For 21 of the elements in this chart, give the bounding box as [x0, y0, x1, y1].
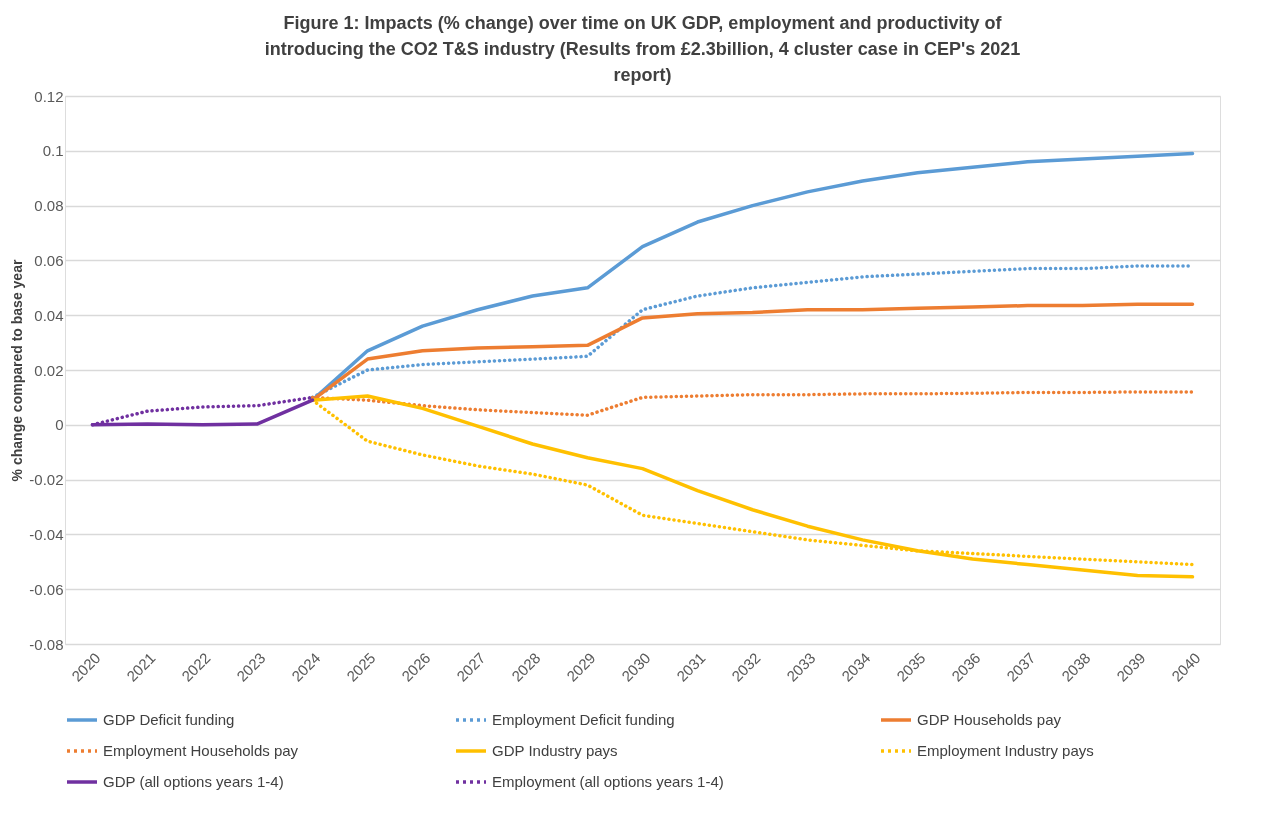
- y-tick-label: -0.04: [29, 525, 64, 543]
- y-tick-label: 0.08: [34, 197, 64, 215]
- y-tick-label: -0.08: [29, 635, 64, 653]
- y-axis-title: % change compared to base year: [9, 259, 26, 482]
- y-tick-label: 0.06: [34, 251, 64, 269]
- y-tick-label: -0.06: [29, 580, 64, 598]
- y-tick-label: 0.12: [34, 87, 64, 105]
- y-tick-label: -0.02: [29, 471, 64, 489]
- y-tick-label: 0.04: [34, 306, 64, 324]
- legend-label: GDP Industry pays: [492, 742, 618, 759]
- legend-label: Employment Industry pays: [917, 742, 1094, 759]
- y-tick-label: 0.1: [42, 142, 64, 160]
- legend-label: GDP Deficit funding: [103, 711, 235, 728]
- y-tick-label: 0.02: [34, 361, 64, 379]
- legend-label: GDP (all options years 1-4): [103, 773, 284, 790]
- legend-label: Employment Households pay: [103, 742, 299, 759]
- y-tick-label: 0: [55, 416, 64, 434]
- legend-label: Employment (all options years 1-4): [492, 773, 724, 790]
- legend-label: GDP Households pay: [917, 711, 1062, 728]
- legend-label: Employment Deficit funding: [492, 711, 675, 728]
- chart-title: Figure 1: Impacts (% change) over time on UK GDP, employment and productivity of introducing the CO2 T&S industry (Results from £2.3billion, 4 cluster case in CEP's 2021 report): [264, 13, 1021, 85]
